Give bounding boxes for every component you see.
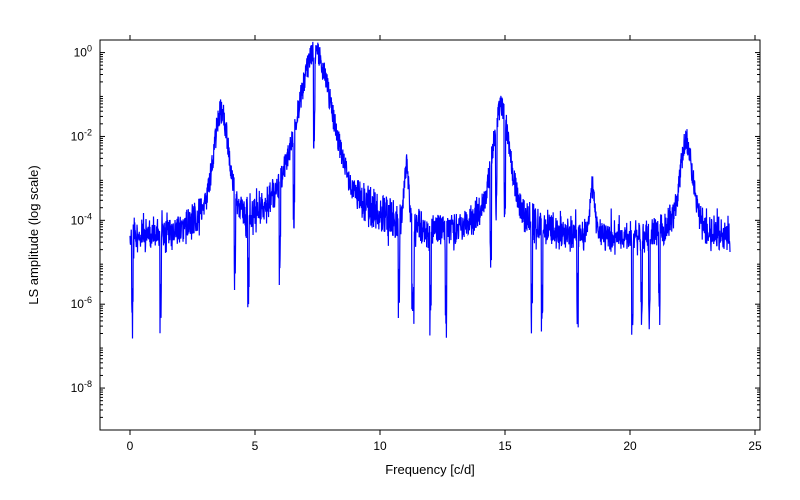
x-tick-label: 0 bbox=[127, 439, 134, 453]
y-tick-label: 10-6 bbox=[71, 295, 92, 311]
y-tick-label: 100 bbox=[74, 44, 92, 60]
x-tick-label: 15 bbox=[498, 439, 512, 453]
x-tick-label: 20 bbox=[623, 439, 637, 453]
x-tick-label: 10 bbox=[373, 439, 387, 453]
chart-svg: 0 5 10 15 20 25 10-8 10-6 10-4 10-2 100 Frequency [… bbox=[0, 0, 800, 500]
x-axis-label: Frequency [c/d] bbox=[385, 462, 475, 477]
ls-amplitude-chart: 0 5 10 15 20 25 10-8 10-6 10-4 10-2 100 Frequency [… bbox=[0, 0, 800, 500]
y-tick-label: 10-4 bbox=[71, 211, 92, 227]
y-tick-label: 10-2 bbox=[71, 127, 92, 143]
x-tick-label: 25 bbox=[748, 439, 762, 453]
amplitude-line bbox=[130, 42, 730, 339]
x-tick-label: 5 bbox=[252, 439, 259, 453]
y-axis-label: LS amplitude (log scale) bbox=[26, 165, 41, 304]
y-tick-label: 10-8 bbox=[71, 379, 92, 395]
